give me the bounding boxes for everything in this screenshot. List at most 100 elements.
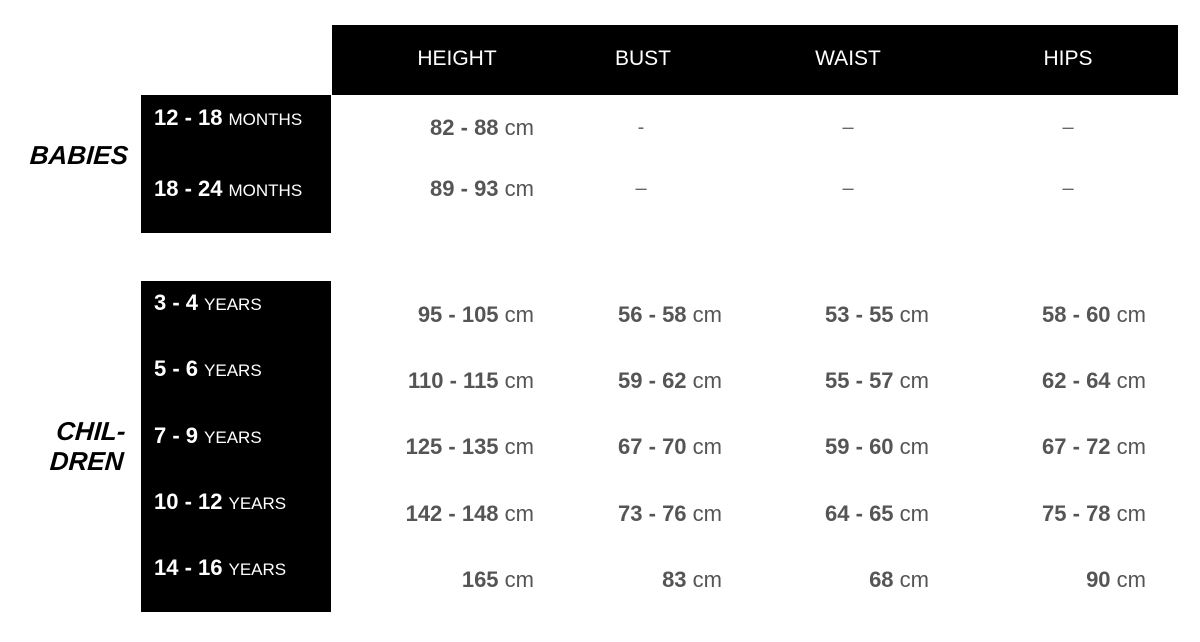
- measurement-number: 82 - 88: [430, 115, 499, 140]
- age-label: 12 - 18 MONTHS: [154, 105, 302, 131]
- measurement-value: 55 - 57 cm: [825, 368, 929, 394]
- measurement-number: 67 - 70: [618, 434, 687, 459]
- age-range: 5 - 6: [154, 356, 199, 381]
- age-range: 10 - 12: [154, 489, 223, 514]
- age-unit: YEARS: [204, 295, 262, 314]
- age-range: 3 - 4: [154, 290, 199, 315]
- measurement-number: 89 - 93: [430, 176, 499, 201]
- measurement-value: 142 - 148 cm: [406, 501, 534, 527]
- age-unit: YEARS: [204, 361, 262, 380]
- children-age-box: [141, 281, 331, 612]
- measurement-unit: cm: [1116, 434, 1146, 459]
- age-label: 7 - 9 YEARS: [154, 423, 262, 449]
- measurement-number: 110 - 115: [408, 368, 499, 393]
- age-label: 14 - 16 YEARS: [154, 555, 286, 581]
- measurement-number: 56 - 58: [618, 302, 687, 327]
- measurement-value: 64 - 65 cm: [825, 501, 929, 527]
- measurement-unit: cm: [899, 501, 929, 526]
- group-label-children: CHIL- DREN: [49, 416, 127, 476]
- measurement-unit: cm: [899, 368, 929, 393]
- group-label-babies: BABIES: [28, 140, 130, 170]
- measurement-value: 68 cm: [869, 567, 929, 593]
- measurement-value: 67 - 70 cm: [618, 434, 722, 460]
- measurement-unit: cm: [504, 567, 534, 592]
- measurement-unit: cm: [899, 567, 929, 592]
- age-range: 18 - 24: [154, 176, 223, 201]
- measurement-value: 59 - 60 cm: [825, 434, 929, 460]
- measurement-value: 83 cm: [662, 567, 722, 593]
- age-range: 7 - 9: [154, 423, 199, 448]
- age-label: 3 - 4 YEARS: [154, 290, 262, 316]
- column-header-waist: WAIST: [815, 47, 881, 70]
- measurement-value: 110 - 115 cm: [408, 368, 534, 394]
- empty-value: –: [842, 177, 854, 200]
- age-unit: MONTHS: [228, 110, 303, 129]
- column-header-hips: HIPS: [1043, 47, 1093, 70]
- measurement-unit: cm: [1116, 501, 1146, 526]
- measurement-value: 82 - 88 cm: [430, 115, 534, 141]
- empty-value: –: [635, 177, 647, 200]
- age-unit: YEARS: [228, 560, 287, 579]
- measurement-unit: cm: [1116, 567, 1146, 592]
- column-header-bust: BUST: [614, 47, 672, 70]
- group-label-line2: DREN: [49, 446, 126, 476]
- measurement-unit: cm: [504, 368, 534, 393]
- empty-value: –: [1062, 177, 1074, 200]
- measurement-value: 75 - 78 cm: [1042, 501, 1146, 527]
- measurement-unit: cm: [504, 302, 534, 327]
- measurement-number: 142 - 148: [405, 501, 499, 526]
- measurement-value: 62 - 64 cm: [1042, 368, 1146, 394]
- measurement-number: 53 - 55: [825, 302, 894, 327]
- measurement-unit: cm: [692, 501, 722, 526]
- column-header-height: HEIGHT: [417, 47, 497, 70]
- measurement-value: 53 - 55 cm: [825, 302, 929, 328]
- measurement-value: 89 - 93 cm: [430, 176, 534, 202]
- measurement-number: 59 - 62: [618, 368, 687, 393]
- measurement-value: 125 - 135 cm: [406, 434, 534, 460]
- measurement-unit: cm: [692, 368, 722, 393]
- measurement-unit: cm: [899, 434, 929, 459]
- measurement-unit: cm: [504, 115, 534, 140]
- age-label: 5 - 6 YEARS: [154, 356, 262, 382]
- age-range: 12 - 18: [154, 105, 223, 130]
- measurement-value: 59 - 62 cm: [618, 368, 722, 394]
- measurement-number: 55 - 57: [825, 368, 894, 393]
- empty-value: -: [637, 116, 645, 139]
- measurement-number: 58 - 60: [1042, 302, 1111, 327]
- measurement-number: 62 - 64: [1042, 368, 1111, 393]
- age-range: 14 - 16: [154, 555, 223, 580]
- measurement-number: 59 - 60: [825, 434, 894, 459]
- measurement-unit: cm: [1116, 302, 1146, 327]
- measurement-unit: cm: [692, 302, 722, 327]
- measurement-value: 90 cm: [1086, 567, 1146, 593]
- measurement-number: 125 - 135: [405, 434, 499, 459]
- empty-value: –: [842, 116, 854, 139]
- measurement-value: 73 - 76 cm: [618, 501, 722, 527]
- measurement-unit: cm: [504, 434, 534, 459]
- age-unit: YEARS: [204, 428, 262, 447]
- measurement-value: 165 cm: [462, 567, 534, 593]
- babies-age-box: [141, 95, 331, 233]
- measurement-number: 90: [1086, 567, 1111, 592]
- age-unit: YEARS: [228, 494, 287, 513]
- column-header-bar: HEIGHT BUST WAIST HIPS: [332, 25, 1178, 95]
- measurement-value: 95 - 105 cm: [418, 302, 534, 328]
- measurement-unit: cm: [504, 176, 534, 201]
- age-unit: MONTHS: [228, 181, 303, 200]
- measurement-number: 68: [869, 567, 894, 592]
- measurement-value: 58 - 60 cm: [1042, 302, 1146, 328]
- empty-value: –: [1062, 116, 1074, 139]
- measurement-value: 56 - 58 cm: [618, 302, 722, 328]
- age-label: 10 - 12 YEARS: [154, 489, 286, 515]
- age-label: 18 - 24 MONTHS: [154, 176, 302, 202]
- measurement-number: 64 - 65: [825, 501, 894, 526]
- measurement-number: 83: [662, 567, 687, 592]
- measurement-unit: cm: [692, 434, 722, 459]
- measurement-unit: cm: [899, 302, 929, 327]
- measurement-number: 73 - 76: [618, 501, 687, 526]
- group-label-line1: CHIL-: [55, 416, 128, 446]
- measurement-number: 67 - 72: [1042, 434, 1111, 459]
- measurement-number: 165: [461, 567, 499, 592]
- measurement-unit: cm: [504, 501, 534, 526]
- measurement-value: 67 - 72 cm: [1042, 434, 1146, 460]
